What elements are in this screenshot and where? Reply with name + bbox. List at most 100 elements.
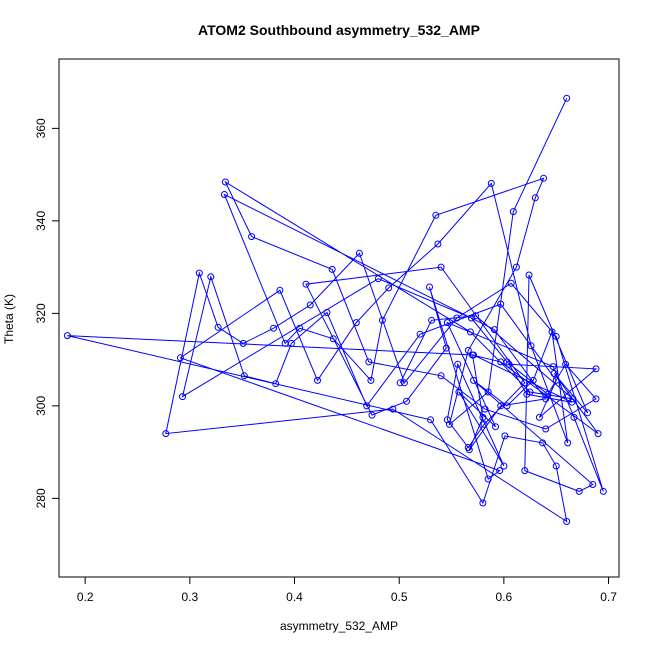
data-point bbox=[352, 319, 360, 327]
data-point bbox=[496, 467, 504, 475]
data-point bbox=[521, 379, 529, 387]
data-point bbox=[432, 211, 440, 219]
data-point bbox=[443, 416, 451, 424]
data-point bbox=[549, 363, 557, 371]
data-point bbox=[540, 174, 548, 182]
data-point bbox=[472, 312, 480, 320]
data-point bbox=[501, 432, 509, 440]
data-point bbox=[552, 376, 560, 384]
data-point bbox=[570, 413, 578, 421]
y-axis-label: Theta (K) bbox=[2, 294, 16, 344]
data-point bbox=[296, 324, 304, 332]
data-point bbox=[521, 467, 529, 475]
x-axis: 0.2 0.3 0.4 0.5 0.6 0.7 bbox=[77, 576, 617, 604]
data-point bbox=[525, 271, 533, 279]
data-point bbox=[552, 462, 560, 470]
data-point bbox=[272, 380, 280, 388]
data-point bbox=[276, 286, 284, 294]
data-point bbox=[529, 376, 537, 384]
data-point bbox=[427, 416, 435, 424]
data-point bbox=[564, 439, 572, 447]
data-point bbox=[179, 393, 186, 401]
data-point bbox=[500, 462, 508, 470]
data-point bbox=[592, 365, 600, 373]
x-tick-label: 0.7 bbox=[600, 590, 617, 604]
data-point bbox=[287, 339, 295, 347]
data-point bbox=[365, 358, 373, 366]
data-point bbox=[539, 439, 547, 447]
data-point bbox=[437, 372, 445, 380]
data-point bbox=[368, 411, 376, 419]
data-point bbox=[503, 358, 511, 366]
y-tick-label: 360 bbox=[34, 118, 48, 138]
data-point bbox=[302, 280, 310, 288]
data-point bbox=[314, 376, 321, 384]
data-point bbox=[464, 444, 472, 451]
data-point bbox=[470, 351, 477, 359]
data-point bbox=[240, 372, 248, 380]
plot-area bbox=[63, 94, 607, 525]
data-point bbox=[592, 395, 600, 403]
x-tick-label: 0.3 bbox=[181, 590, 198, 604]
data-point bbox=[363, 402, 371, 410]
data-point bbox=[563, 518, 571, 525]
data-point bbox=[512, 263, 520, 271]
data-point bbox=[328, 265, 336, 273]
data-point bbox=[480, 420, 488, 428]
data-point bbox=[442, 344, 450, 352]
data-point bbox=[548, 328, 556, 336]
data-point bbox=[599, 487, 607, 495]
data-point bbox=[221, 178, 229, 186]
data-point bbox=[492, 423, 499, 431]
data-point bbox=[542, 425, 550, 433]
data-point bbox=[443, 319, 451, 327]
data-point bbox=[454, 360, 462, 368]
data-point bbox=[544, 390, 552, 398]
data-point bbox=[466, 328, 474, 336]
data-point bbox=[503, 402, 511, 410]
y-tick-label: 280 bbox=[34, 488, 48, 508]
data-point bbox=[479, 413, 487, 421]
data-point bbox=[396, 379, 404, 387]
data-point bbox=[531, 194, 539, 202]
data-point bbox=[329, 335, 337, 343]
y-tick-label: 300 bbox=[34, 396, 48, 416]
data-point bbox=[378, 316, 386, 324]
data-point bbox=[552, 333, 560, 340]
x-tick-label: 0.6 bbox=[496, 590, 513, 604]
x-tick-label: 0.5 bbox=[391, 590, 408, 604]
data-point bbox=[594, 430, 602, 438]
data-point bbox=[484, 475, 492, 483]
data-point bbox=[434, 240, 442, 248]
data-point bbox=[374, 275, 382, 283]
data-point bbox=[323, 309, 331, 316]
data-point bbox=[389, 405, 397, 413]
data-point bbox=[453, 314, 461, 322]
chart-title: ATOM2 Southbound asymmetry_532_AMP bbox=[198, 22, 480, 38]
data-point bbox=[535, 413, 543, 421]
x-tick-label: 0.4 bbox=[286, 590, 303, 604]
data-point bbox=[176, 354, 184, 362]
series-line bbox=[67, 98, 604, 523]
data-point bbox=[487, 179, 495, 187]
data-point bbox=[207, 273, 215, 281]
data-point bbox=[584, 409, 592, 417]
y-tick-label: 340 bbox=[34, 211, 48, 231]
data-point bbox=[385, 284, 393, 292]
data-point bbox=[568, 398, 576, 406]
data-point bbox=[526, 388, 534, 396]
data-point bbox=[550, 370, 558, 377]
data-point bbox=[562, 360, 570, 368]
data-point bbox=[214, 323, 222, 331]
data-point bbox=[416, 330, 424, 338]
data-point bbox=[306, 301, 314, 309]
data-point bbox=[507, 279, 515, 287]
data-point bbox=[195, 269, 203, 277]
data-point bbox=[437, 263, 445, 271]
data-point bbox=[479, 499, 487, 507]
data-point bbox=[403, 397, 410, 405]
data-point bbox=[455, 388, 463, 396]
data-point bbox=[428, 316, 436, 324]
data-point bbox=[467, 314, 475, 322]
